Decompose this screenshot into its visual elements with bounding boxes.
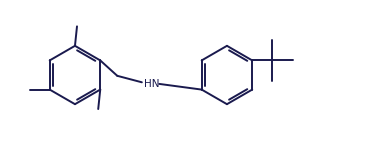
Text: HN: HN — [144, 79, 159, 89]
